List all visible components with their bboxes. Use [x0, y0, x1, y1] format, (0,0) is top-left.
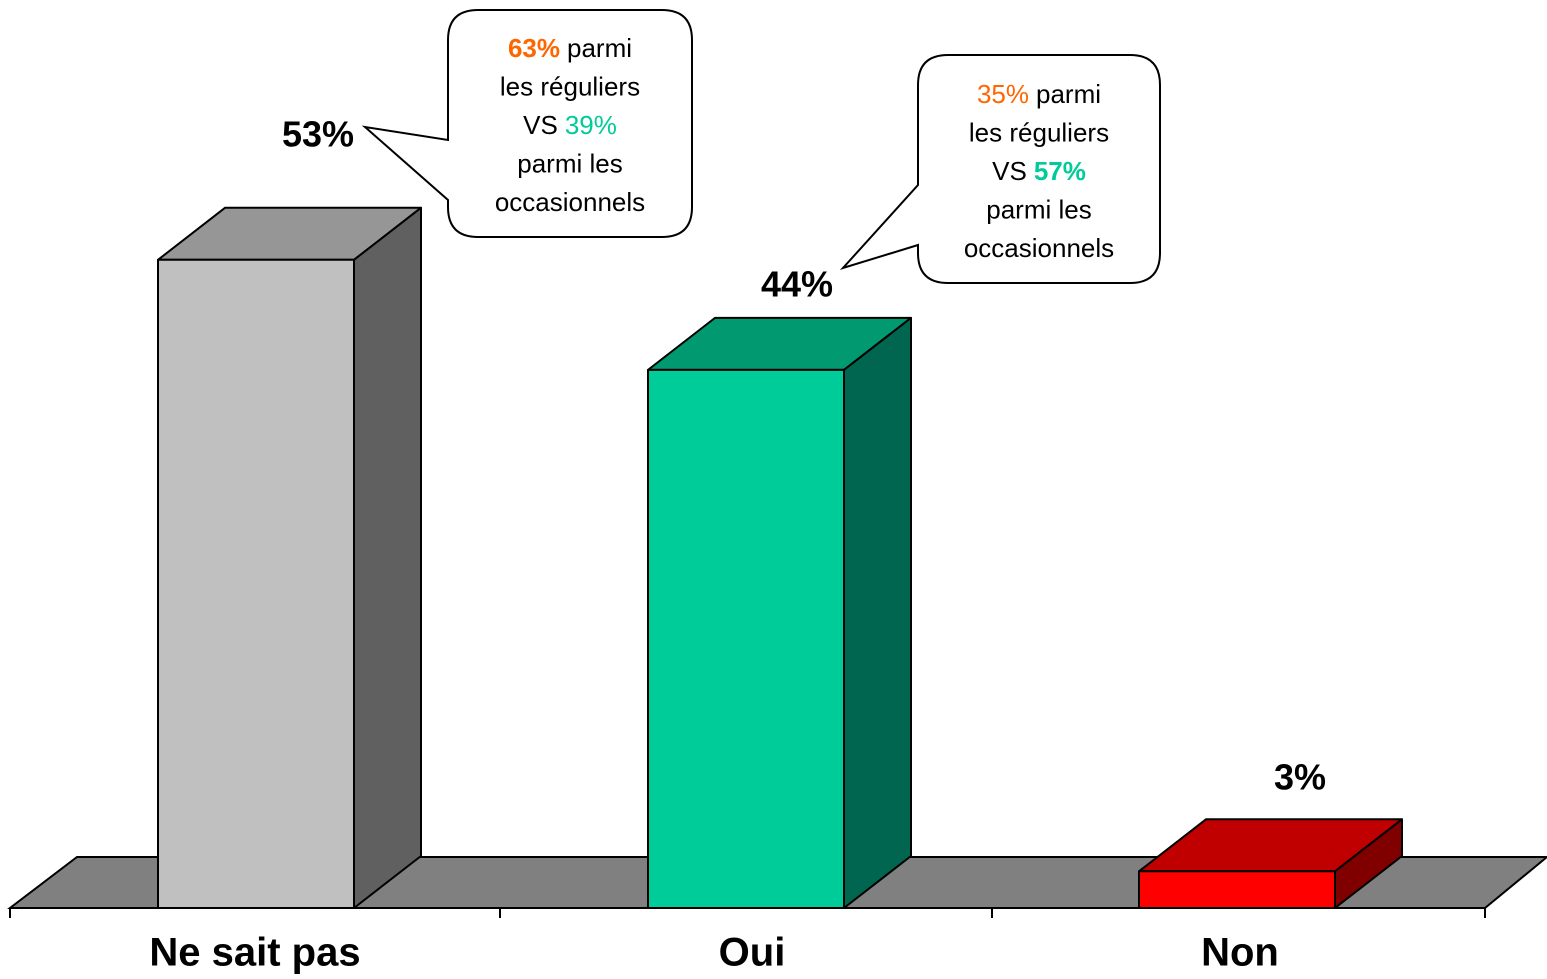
bar-side — [353, 206, 422, 909]
callout-text: les réguliers — [500, 71, 640, 101]
value-label: 53% — [282, 114, 354, 155]
bar — [1138, 870, 1336, 909]
x-tick-label: Non — [1201, 931, 1279, 975]
callout-segment: parmi — [567, 33, 632, 63]
callout-text: VS 57% — [992, 156, 1086, 186]
callout-text: occasionnels — [495, 187, 645, 217]
callout-text: 35% parmi — [977, 79, 1101, 109]
callout-text: 63% parmi — [508, 33, 632, 63]
value-label: 3% — [1274, 757, 1326, 798]
bar — [647, 368, 845, 909]
callout-segment: 63% — [508, 33, 560, 63]
callout-segment: les réguliers — [500, 71, 640, 101]
x-tick-label: Ne sait pas — [149, 931, 360, 975]
bar-side — [843, 316, 912, 909]
callout-segment: VS — [523, 110, 558, 140]
callout-text: occasionnels — [964, 233, 1114, 263]
callout-text: parmi les — [986, 194, 1091, 224]
bar — [157, 258, 355, 909]
callout-segment: 57% — [1034, 156, 1086, 186]
callout-segment: 39% — [565, 110, 617, 140]
x-tick-label: Oui — [719, 931, 786, 975]
callout-text: les réguliers — [969, 117, 1109, 147]
callout-segment: parmi — [1036, 79, 1101, 109]
callout-segment: occasionnels — [495, 187, 645, 217]
callout-text: parmi les — [517, 148, 622, 178]
callout-segment: occasionnels — [964, 233, 1114, 263]
callout-text: VS 39% — [523, 110, 617, 140]
value-label: 44% — [761, 264, 833, 305]
callout-bubble — [839, 54, 1161, 284]
callout-segment: VS — [992, 156, 1027, 186]
callout-segment: les réguliers — [969, 117, 1109, 147]
callout-segment: parmi les — [517, 148, 622, 178]
callout-bubble — [361, 9, 693, 238]
callout-segment: 35% — [977, 79, 1029, 109]
callout-segment: parmi les — [986, 194, 1091, 224]
